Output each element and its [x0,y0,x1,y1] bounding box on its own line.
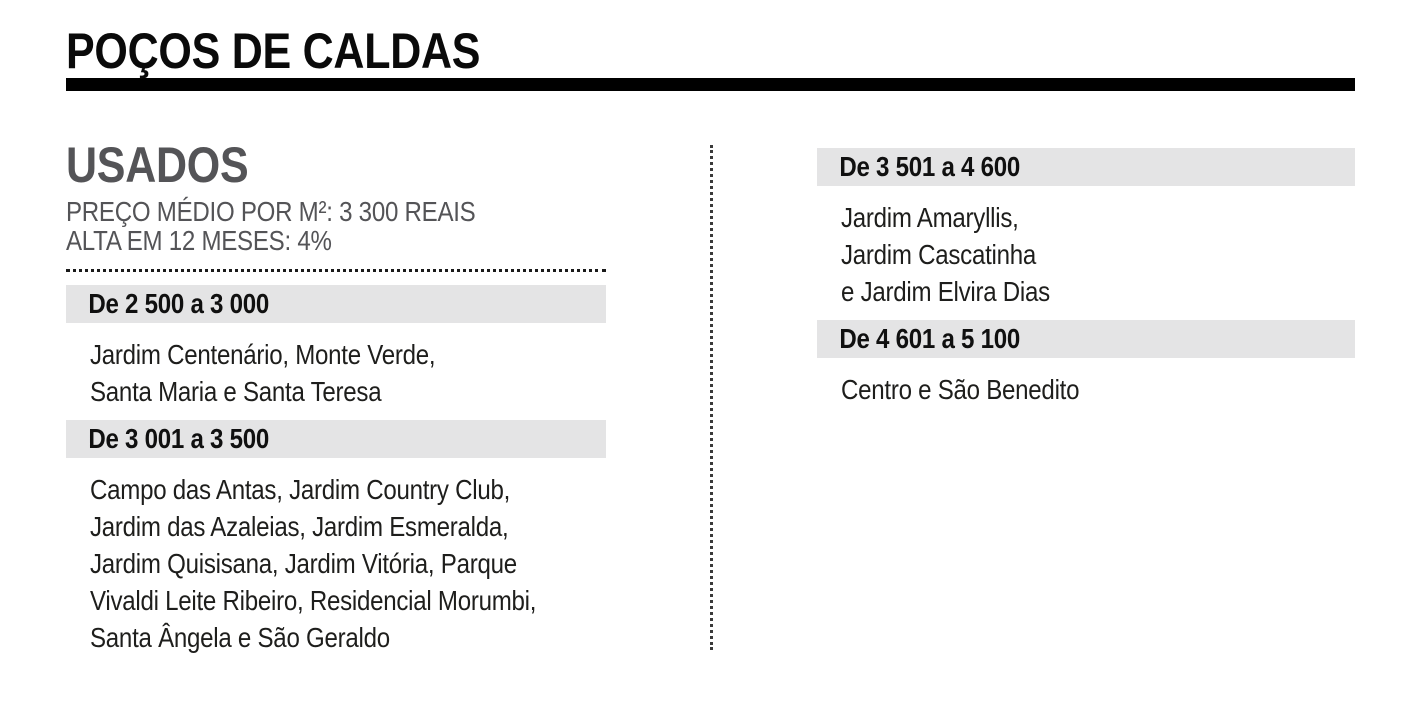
section-title-text: USADOS [66,137,249,193]
usados-left-column: USADOS PREÇO MÉDIO POR M²: 3 300 REAIS A… [66,137,606,666]
title-underline-bar [66,78,1355,91]
page-title: POÇOS DE CALDAS [66,26,1355,76]
avg-price-line: PREÇO MÉDIO POR M²: 3 300 REAIS [66,197,606,226]
increase-line: ALTA EM 12 MESES: 4% [66,226,606,255]
section-subtitle: PREÇO MÉDIO POR M²: 3 300 REAIS ALTA EM … [66,197,606,255]
section-title: USADOS [66,137,606,193]
neighborhood-list-4: Centro e São Benedito [817,371,1355,408]
price-range-band-4: De 4 601 a 5 100 [817,320,1355,358]
neighborhood-line: Jardim Amaryllis, [841,202,1019,233]
price-range-band-2: De 3 001 a 3 500 [66,420,606,458]
usados-right-column: De 3 501 a 4 600 Jardim Amaryllis, Jardi… [817,148,1355,418]
neighborhood-line: Jardim Quisisana, Jardim Vitória, Parque [90,548,517,579]
price-range-label-4: De 4 601 a 5 100 [839,323,1021,354]
page-title-text: POÇOS DE CALDAS [66,23,481,79]
neighborhood-line: Santa Ângela e São Geraldo [90,622,390,653]
price-range-label-1: De 2 500 a 3 000 [88,288,270,319]
avg-price-text: PREÇO MÉDIO POR M²: 3 300 REAIS [66,196,476,227]
page-header: POÇOS DE CALDAS [66,26,1355,91]
neighborhood-line: e Jardim Elvira Dias [841,276,1050,307]
price-range-label-2: De 3 001 a 3 500 [88,423,270,454]
neighborhood-line: Jardim Cascatinha [841,239,1037,270]
neighborhood-list-3: Jardim Amaryllis, Jardim Cascatinha e Ja… [817,199,1355,310]
price-range-band-3: De 3 501 a 4 600 [817,148,1355,186]
price-range-label-3: De 3 501 a 4 600 [839,151,1021,182]
neighborhood-list-2: Campo das Antas, Jardim Country Club, Ja… [66,471,606,656]
neighborhood-line: Jardim Centenário, Monte Verde, [90,339,436,370]
neighborhood-list-1: Jardim Centenário, Monte Verde, Santa Ma… [66,336,606,410]
neighborhood-line: Santa Maria e Santa Teresa [90,376,382,407]
neighborhood-line: Campo das Antas, Jardim Country Club, [90,474,511,505]
increase-text: ALTA EM 12 MESES: 4% [66,225,332,256]
neighborhood-line: Jardim das Azaleias, Jardim Esmeralda, [90,511,509,542]
price-range-band-1: De 2 500 a 3 000 [66,285,606,323]
neighborhood-line: Centro e São Benedito [841,374,1080,405]
dotted-divider-vertical [710,145,713,650]
neighborhood-line: Vivaldi Leite Ribeiro, Residencial Morum… [90,585,537,616]
dotted-divider-horizontal [66,269,606,272]
